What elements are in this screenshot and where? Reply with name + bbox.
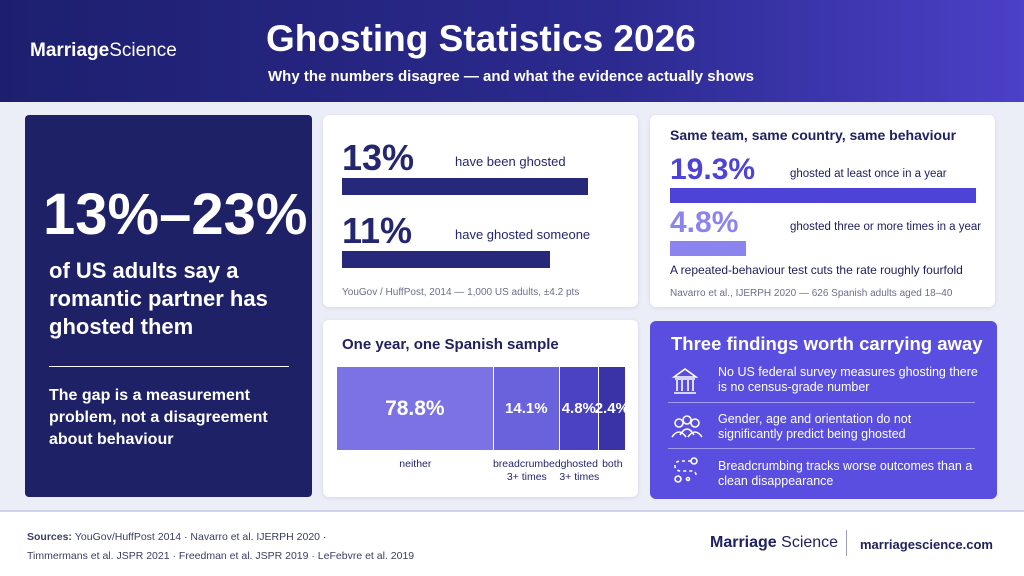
value-label: 78.8% xyxy=(385,396,445,420)
value-label: 19.3% xyxy=(670,153,756,186)
source: YouGov / HuffPost, 2014 — 1,000 US adult… xyxy=(342,287,580,298)
yougov-card: YouGov / HuffPost, 2014 — 1,000 US adult… xyxy=(323,115,638,307)
segment: 78.8% xyxy=(337,367,494,450)
finding: Gender, age and orientation do not signi… xyxy=(718,412,912,441)
divider xyxy=(846,530,847,556)
value-label: 11% xyxy=(342,210,413,251)
findings-card: Three findings worth carrying away No US… xyxy=(650,321,997,499)
item-label: have ghosted someone xyxy=(455,227,591,242)
value-label: 2.4% xyxy=(594,400,629,417)
item-label: ghosted three or more times in a year xyxy=(790,221,982,233)
sample-card: One year, one Spanish sample 78.8% neithe… xyxy=(323,320,638,497)
footer-logo: Marriage Science xyxy=(710,534,838,552)
bar xyxy=(342,178,588,195)
finding: Breadcrumbing tracks worse outcomes than… xyxy=(718,459,973,488)
item-label: have been ghosted xyxy=(455,154,566,169)
footer: Sources: YouGov/HuffPost 2014 · Navarro … xyxy=(0,510,1024,576)
subtitle: Why the numbers disagree — and what the … xyxy=(268,68,754,85)
finding: No US federal survey measures ghosting t… xyxy=(718,365,978,394)
sources-line: Timmermans et al. JSPR 2021 · Freedman e… xyxy=(27,550,415,562)
bar xyxy=(670,241,747,256)
bar xyxy=(670,188,976,203)
icons xyxy=(671,368,703,483)
segment-label: both xyxy=(602,458,623,470)
value-label: 14.1% xyxy=(505,400,548,417)
divider xyxy=(49,366,289,367)
hero-statement: of US adults say a romantic partner has … xyxy=(49,258,268,339)
separator xyxy=(668,402,975,403)
segment: 14.1% xyxy=(493,367,560,450)
navarro-card: Same team, same country, same behaviour … xyxy=(650,115,995,307)
item-label: ghosted at least once in a year xyxy=(790,168,947,180)
logo-bold: Marriage xyxy=(710,534,777,551)
hero-note: The gap is a measurement problem, not a … xyxy=(49,387,268,448)
value-label: 4.8% xyxy=(561,400,596,417)
title: Ghosting Statistics 2026 xyxy=(266,18,696,59)
logo-light: Science xyxy=(781,534,839,551)
segment: 2.4% xyxy=(595,367,629,450)
header: MarriageScience Ghosting Statistics 2026… xyxy=(0,0,1024,102)
value-label: 4.8% xyxy=(670,206,739,239)
logo-light: Science xyxy=(109,40,177,61)
hero-range: 13%–23% xyxy=(43,182,308,247)
bar xyxy=(342,251,550,268)
logo: MarriageScience xyxy=(30,40,177,62)
source: Navarro et al., IJERPH 2020 — 626 Spanis… xyxy=(670,288,953,299)
segment: 4.8% xyxy=(559,367,599,450)
note: A repeated-behaviour test cuts the rate … xyxy=(670,263,963,277)
sources-line: YouGov/HuffPost 2014 · Navarro et al. IJ… xyxy=(74,531,327,543)
segment-label: breadcrumbed 3+ times xyxy=(492,458,561,483)
sources: Sources: YouGov/HuffPost 2014 · Navarro … xyxy=(27,528,414,566)
segment-label: ghosted 3+ times xyxy=(559,458,600,483)
card-title: Same team, same country, same behaviour xyxy=(670,127,957,143)
hero-panel: 13%–23% of US adults say a romantic part… xyxy=(25,115,312,497)
card-title: One year, one Spanish sample xyxy=(342,336,559,353)
logo-bold: Marriage xyxy=(30,40,110,61)
value-label: 13% xyxy=(342,137,415,178)
separator xyxy=(668,448,975,449)
url: marriagescience.com xyxy=(860,537,993,552)
card-title: Three findings worth carrying away xyxy=(671,333,983,354)
sources-label: Sources: xyxy=(27,531,72,543)
segment-label: neither xyxy=(399,458,432,470)
